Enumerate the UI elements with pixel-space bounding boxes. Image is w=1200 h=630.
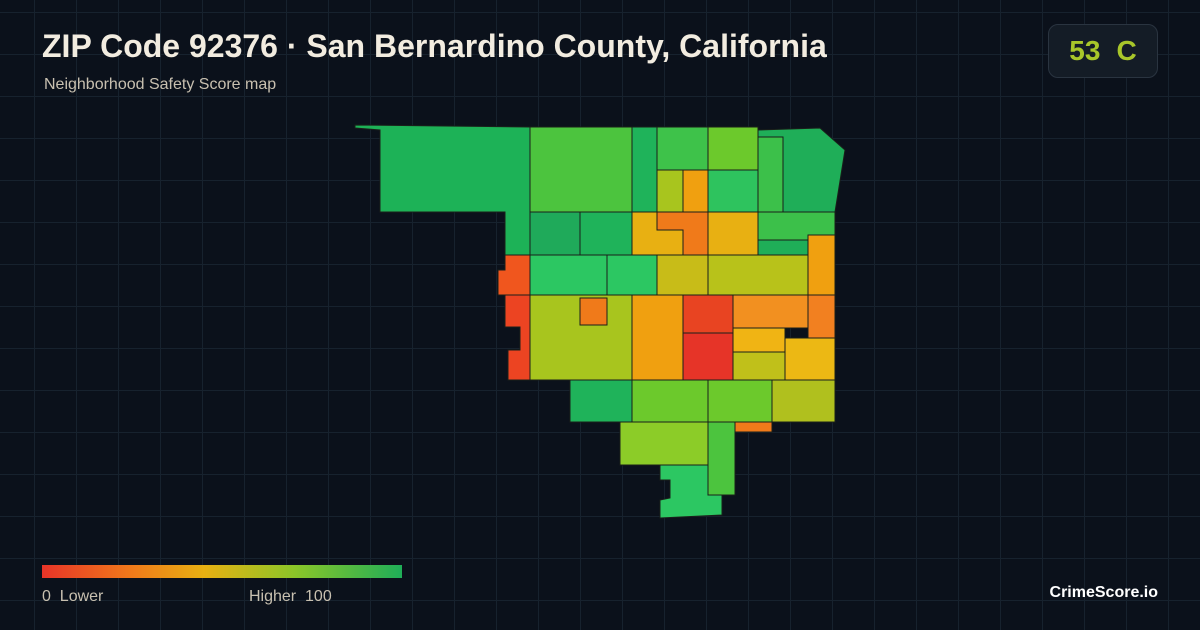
region bbox=[579, 211, 633, 256]
legend-min: 0 Lower bbox=[42, 588, 103, 606]
legend-gradient bbox=[42, 565, 402, 578]
region bbox=[732, 351, 786, 381]
region bbox=[529, 211, 581, 256]
region bbox=[529, 254, 608, 296]
region bbox=[529, 126, 633, 213]
region bbox=[569, 379, 633, 423]
region bbox=[497, 254, 531, 296]
region bbox=[682, 332, 734, 381]
grade: C bbox=[1116, 35, 1137, 66]
region bbox=[656, 126, 709, 171]
region bbox=[659, 464, 723, 519]
legend-max-value: 100 bbox=[305, 588, 332, 605]
legend-max: Higher 100 bbox=[249, 588, 332, 606]
region bbox=[784, 337, 836, 381]
region bbox=[656, 254, 709, 296]
region bbox=[707, 254, 809, 296]
region bbox=[732, 327, 786, 353]
region bbox=[504, 294, 531, 381]
title: ZIP Code 92376 · San Bernardino County, … bbox=[42, 28, 827, 64]
legend-min-label: Lower bbox=[59, 588, 104, 605]
score: 53 bbox=[1069, 35, 1101, 66]
region bbox=[807, 294, 836, 339]
region bbox=[707, 169, 759, 213]
subtitle: Neighborhood Safety Score map bbox=[44, 76, 277, 93]
region bbox=[631, 126, 658, 213]
region bbox=[734, 421, 773, 433]
region bbox=[707, 379, 773, 423]
region bbox=[354, 124, 531, 256]
score-badge: 53 C bbox=[1048, 24, 1158, 78]
brand: CrimeScore.io bbox=[1049, 584, 1158, 601]
region bbox=[619, 421, 709, 466]
region bbox=[631, 294, 684, 381]
legend-max-label: Higher bbox=[249, 588, 297, 605]
region bbox=[682, 294, 734, 334]
region bbox=[757, 136, 784, 213]
region bbox=[656, 169, 684, 213]
region bbox=[579, 297, 608, 326]
region bbox=[707, 421, 736, 496]
region bbox=[732, 294, 809, 329]
region bbox=[682, 169, 709, 213]
region bbox=[807, 234, 836, 296]
region bbox=[606, 254, 658, 296]
region bbox=[707, 211, 759, 256]
region bbox=[631, 379, 709, 423]
region bbox=[771, 379, 836, 423]
legend-min-value: 0 bbox=[42, 588, 51, 605]
region bbox=[707, 126, 759, 171]
